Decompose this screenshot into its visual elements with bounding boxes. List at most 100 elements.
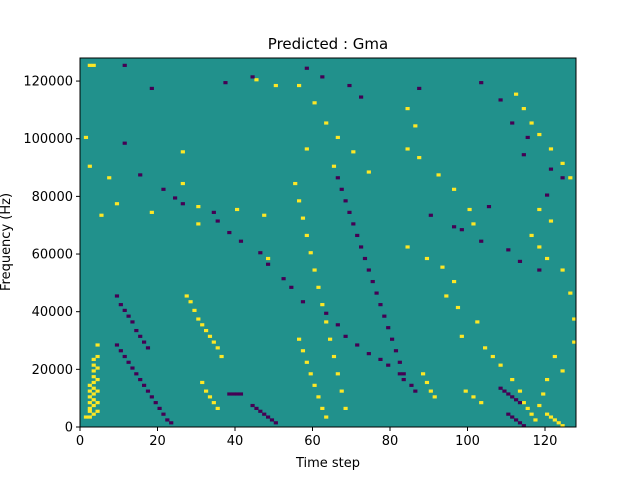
heatmap-cell-low: [517, 421, 523, 425]
heatmap-cell-high: [525, 406, 530, 410]
heatmap-cell-high: [335, 135, 340, 140]
heatmap-cell-high: [479, 401, 484, 405]
heatmap-cell-high: [211, 340, 216, 344]
heatmap-cell-high: [95, 366, 100, 370]
heatmap-cell-low: [142, 340, 147, 344]
heatmap-cell-low: [452, 225, 457, 229]
heatmap-cell-high: [405, 107, 410, 111]
heatmap-cell-high: [514, 92, 519, 96]
heatmap-cell-high: [343, 406, 348, 410]
heatmap-cell-low: [114, 294, 120, 298]
y-tick-label: 120000: [23, 75, 73, 90]
heatmap-cell-low: [506, 392, 511, 396]
heatmap-cell-low: [560, 176, 565, 180]
heatmap-cell-high: [331, 354, 337, 359]
heatmap-cell-high: [405, 245, 410, 249]
heatmap-cell-low: [138, 173, 143, 177]
heatmap-cell-low: [211, 210, 216, 214]
heatmap-cell-high: [196, 222, 201, 226]
heatmap-cell-high: [339, 389, 344, 393]
heatmap-cell-high: [235, 207, 240, 212]
heatmap-cell-low: [145, 389, 151, 393]
heatmap-cell-high: [95, 401, 100, 405]
heatmap-cell-high: [266, 256, 271, 261]
heatmap-cell-high: [521, 107, 526, 111]
heatmap-cell-low: [401, 372, 406, 376]
heatmap-cell-high: [331, 164, 337, 168]
heatmap-cell-low: [386, 326, 391, 330]
heatmap-cell-high: [304, 360, 309, 364]
heatmap-cell-low: [397, 372, 402, 376]
heatmap-cell-high: [548, 147, 554, 151]
heatmap-cell-low: [521, 424, 526, 428]
heatmap-cell-low: [273, 421, 278, 425]
heatmap-cell-high: [91, 369, 96, 373]
heatmap-cell-high: [548, 219, 554, 223]
heatmap-cell-high: [91, 375, 96, 379]
heatmap-cell-low: [258, 409, 263, 413]
heatmap-cell-low: [370, 279, 375, 284]
heatmap-cell-high: [471, 222, 476, 226]
heatmap-cell-low: [355, 343, 360, 347]
y-axis-label: Frequency (Hz): [0, 193, 14, 291]
heatmap-cell-high: [91, 380, 96, 385]
heatmap-cell-high: [293, 181, 298, 186]
y-tick-label: 80000: [32, 190, 73, 205]
heatmap-cell-low: [149, 395, 154, 399]
heatmap-cell-low: [517, 401, 523, 405]
heatmap-cell-high: [87, 401, 92, 405]
heatmap-cell-low: [173, 196, 178, 200]
heatmap-cell-high: [87, 63, 92, 67]
heatmap-cell-high: [262, 213, 267, 217]
heatmap-cell-low: [254, 406, 259, 410]
heatmap-cell-high: [180, 150, 185, 154]
heatmap-cell-high: [91, 403, 96, 408]
heatmap-cell-high: [316, 395, 321, 399]
heatmap-cell-low: [122, 354, 127, 359]
heatmap-cell-high: [91, 363, 96, 367]
heatmap-cell-high: [424, 380, 430, 385]
x-tick-label: 60: [304, 434, 321, 449]
heatmap-cell-low: [510, 395, 515, 399]
heatmap-cell-high: [91, 357, 96, 361]
heatmap-cell-high: [545, 377, 550, 382]
heatmap-cell-low: [378, 357, 383, 361]
heatmap-cell-low: [300, 300, 306, 304]
heatmap-cell-low: [366, 268, 371, 272]
heatmap-cell-low: [238, 239, 244, 243]
heatmap-cell-low: [355, 233, 360, 238]
heatmap-cell-low: [304, 66, 309, 70]
heatmap-cell-high: [366, 170, 371, 174]
heatmap-cell-high: [413, 124, 418, 128]
heatmap-cell-low: [537, 268, 542, 272]
heatmap-cell-low: [545, 193, 550, 197]
heatmap-cell-high: [545, 256, 550, 261]
heatmap-cell-high: [207, 334, 213, 338]
heatmap-cell-low: [339, 187, 344, 191]
heatmap-cell-high: [83, 135, 89, 140]
heatmap-cell-low: [289, 285, 294, 289]
heatmap-cell-low: [479, 81, 484, 85]
heatmap-cell-high: [297, 83, 302, 88]
heatmap-cell-high: [304, 147, 309, 151]
heatmap-cell-low: [118, 349, 123, 353]
heatmap-cell-high: [351, 150, 356, 154]
heatmap-cell-high: [324, 320, 329, 324]
heatmap-cell-high: [180, 181, 185, 186]
heatmap-cell-low: [157, 406, 162, 410]
heatmap-cell-low: [417, 86, 422, 91]
heatmap-cell-high: [91, 412, 96, 416]
heatmap-cell-high: [87, 415, 92, 419]
heatmap-cell-high: [560, 268, 565, 272]
heatmap-cell-high: [200, 380, 205, 385]
axes-frame: [79, 57, 577, 428]
heatmap-cell-high: [87, 164, 92, 168]
heatmap-cell-low: [250, 403, 255, 408]
heatmap-cell-low: [130, 320, 135, 324]
heatmap-cell-low: [359, 245, 364, 249]
heatmap-cell-low: [223, 81, 228, 85]
heatmap-cell-high: [297, 199, 302, 203]
heatmap-cell-low: [250, 75, 255, 79]
heatmap-cell-high: [552, 418, 557, 422]
heatmap-cell-low: [324, 311, 329, 315]
